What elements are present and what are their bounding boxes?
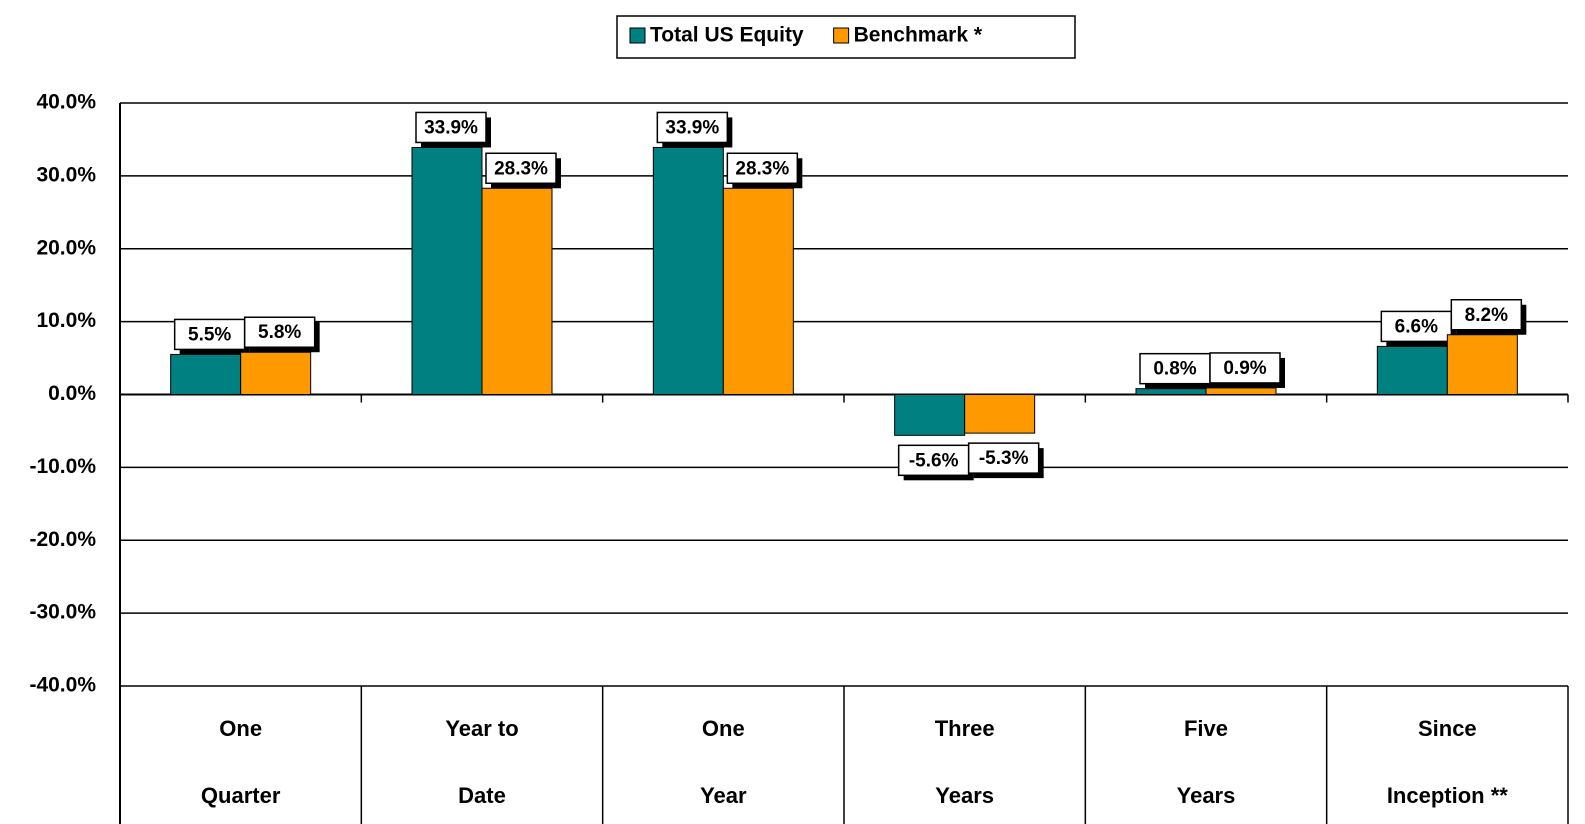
x-tick-label: One bbox=[702, 716, 745, 741]
data-label-box bbox=[1209, 352, 1281, 384]
data-label-box bbox=[1450, 298, 1523, 331]
x-tick-label: One bbox=[219, 716, 262, 741]
data-label: 0.8% bbox=[1153, 359, 1196, 380]
x-tick-label: Year bbox=[700, 783, 747, 808]
data-label-box bbox=[967, 442, 1040, 474]
bar bbox=[240, 351, 312, 396]
x-tick-label: Five bbox=[1184, 716, 1228, 741]
bar bbox=[1135, 388, 1207, 396]
data-label-box bbox=[173, 318, 246, 351]
data-label: 5.5% bbox=[188, 324, 231, 345]
bar bbox=[894, 394, 966, 436]
bar bbox=[411, 146, 483, 395]
x-tick-label: Quarter bbox=[201, 783, 281, 808]
y-tick-label: -30.0% bbox=[29, 601, 96, 624]
data-label: -5.3% bbox=[979, 448, 1029, 469]
x-tick-label: Years bbox=[935, 783, 994, 808]
y-tick-label: -20.0% bbox=[29, 528, 96, 551]
data-label-box bbox=[415, 111, 487, 144]
bar bbox=[722, 187, 794, 395]
legend-label: Benchmark * bbox=[854, 24, 983, 47]
y-tick-label: 0.0% bbox=[48, 382, 96, 405]
data-label: -5.6% bbox=[909, 450, 959, 471]
legend-swatch bbox=[833, 27, 850, 44]
data-label: 6.6% bbox=[1395, 316, 1438, 337]
x-tick-label: Years bbox=[1177, 783, 1236, 808]
data-label: 33.9% bbox=[424, 117, 478, 138]
x-tick-label: Year to bbox=[445, 716, 518, 741]
data-label-box bbox=[656, 111, 729, 144]
x-tick-label: Three bbox=[935, 716, 995, 741]
x-tick-label: Date bbox=[458, 783, 506, 808]
y-tick-label: -40.0% bbox=[29, 674, 96, 697]
data-label: 33.9% bbox=[665, 117, 719, 138]
data-label-box bbox=[726, 152, 799, 185]
data-label-box bbox=[485, 152, 557, 185]
bar bbox=[1446, 334, 1518, 395]
y-tick-label: 30.0% bbox=[36, 163, 96, 186]
y-tick-label: 10.0% bbox=[36, 309, 96, 332]
data-label: 28.3% bbox=[494, 158, 548, 179]
data-label-box bbox=[1139, 352, 1211, 385]
data-label: 8.2% bbox=[1465, 305, 1508, 326]
legend-label: Total US Equity bbox=[650, 24, 804, 47]
bar bbox=[1205, 387, 1277, 396]
y-tick-label: 40.0% bbox=[36, 91, 96, 114]
data-label: 0.9% bbox=[1223, 358, 1266, 379]
data-label: 5.8% bbox=[258, 322, 301, 343]
data-label: 28.3% bbox=[735, 158, 789, 179]
data-label-box bbox=[243, 316, 316, 348]
bar bbox=[1376, 345, 1448, 395]
bar bbox=[964, 394, 1036, 434]
bar bbox=[652, 146, 724, 395]
x-tick-label: Inception ** bbox=[1387, 783, 1508, 808]
data-label-box bbox=[897, 444, 970, 477]
bar bbox=[170, 353, 242, 396]
y-tick-label: -10.0% bbox=[29, 455, 96, 478]
bar bbox=[481, 187, 553, 395]
x-tick-label: Since bbox=[1418, 716, 1477, 741]
y-tick-label: 20.0% bbox=[36, 236, 96, 259]
legend-swatch bbox=[629, 27, 646, 44]
